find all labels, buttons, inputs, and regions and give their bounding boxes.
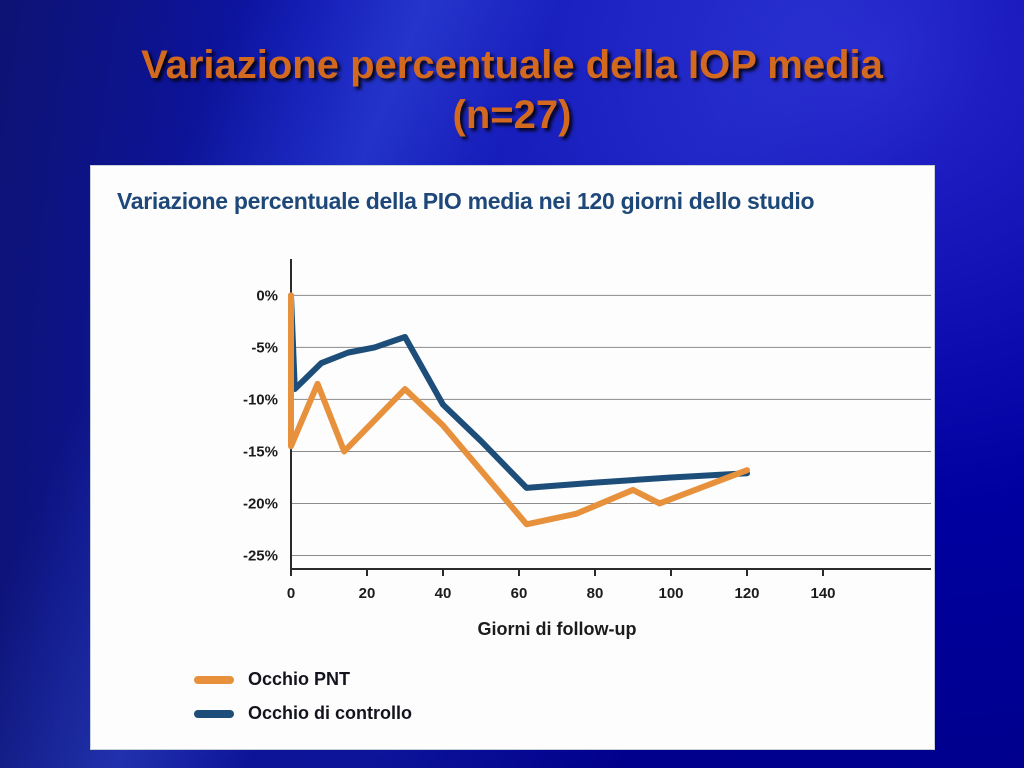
legend-swatch [194, 675, 234, 684]
y-tick-label: -10% [243, 391, 278, 408]
legend-label: Occhio di controllo [248, 703, 413, 723]
x-axis-label: Giorni di follow-up [478, 619, 637, 639]
slide-title-line2: (n=27) [452, 93, 572, 137]
x-tick-label: 100 [658, 585, 683, 602]
series-occhio-di-controllo [288, 292, 750, 491]
chart-title: Variazione percentuale della PIO media n… [117, 188, 815, 214]
x-tick-label: 80 [587, 585, 604, 602]
legend-item: Occhio di controllo [194, 703, 412, 724]
chart-legend: Occhio PNT Occhio di controllo [194, 669, 412, 724]
legend-label: Occhio PNT [248, 669, 351, 689]
series-occhio-pnt [288, 292, 750, 528]
slide-title: Variazione percentuale della IOP media (… [0, 40, 1024, 140]
x-tick-label: 0 [287, 585, 295, 602]
x-tick-label: 40 [435, 585, 452, 602]
y-tick-label: -20% [243, 495, 278, 512]
y-tick-label: -15% [243, 443, 278, 460]
chart-panel: Variazione percentuale della PIO media n… [90, 165, 935, 750]
y-tick-label: -25% [243, 547, 278, 564]
y-tick-label: -5% [251, 339, 278, 356]
legend-swatch [194, 709, 234, 718]
legend-item: Occhio PNT [194, 669, 412, 690]
y-tick-label: 0% [256, 287, 278, 304]
line-chart: 0% -5% -10% -15% -20% -25% 0 20 40 60 80 100 120 140 G… [243, 259, 931, 639]
x-tick-label: 60 [511, 585, 528, 602]
x-tick-label: 20 [359, 585, 376, 602]
x-tick-label: 140 [810, 585, 835, 602]
slide-title-line1: Variazione percentuale della IOP media [141, 43, 883, 87]
x-tick-label: 120 [734, 585, 759, 602]
